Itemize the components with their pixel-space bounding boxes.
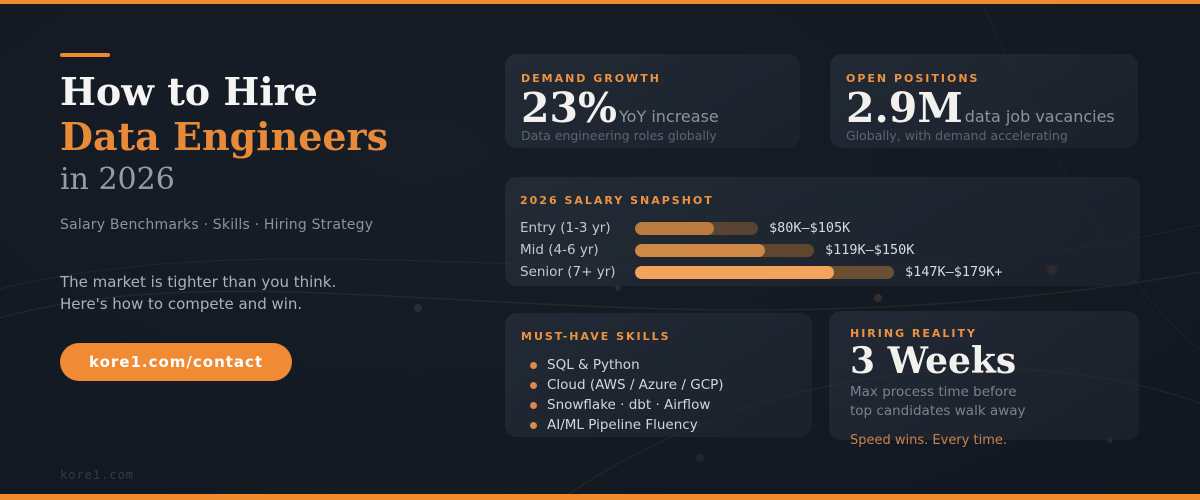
salary-range-value: $147K–$179K+ (905, 264, 1003, 280)
salary-range-value: $80K–$105K (769, 220, 851, 236)
salary-row: Mid (4-6 yr) $119K–$150K (520, 239, 1124, 261)
salary-snapshot-card: 2026 SALARY SNAPSHOT Entry (1-3 yr) $80K–… (505, 177, 1140, 286)
salary-row-label: Senior (7+ yr) (520, 264, 616, 280)
contact-cta-button[interactable]: kore1.com/contact (60, 343, 293, 381)
skills-list: SQL & Python Cloud (AWS / Azure / GCP) Sno… (521, 355, 796, 435)
salary-row-label: Mid (4-6 yr) (520, 242, 599, 258)
hero-pitch: The market is tighter than you think. He… (60, 271, 480, 315)
hero-pitch-line1: The market is tighter than you think. (60, 273, 337, 291)
salary-rows: Entry (1-3 yr) $80K–$105K Mid (4-6 yr) $119… (520, 217, 1124, 283)
salary-range-value: $119K–$150K (825, 242, 915, 258)
salary-snapshot-label: 2026 SALARY SNAPSHOT (520, 194, 714, 207)
bullet-dot-icon (530, 401, 537, 409)
open-positions-caption: Globally, with demand accelerating (846, 128, 1068, 143)
salary-row-label: Entry (1-3 yr) (520, 220, 611, 236)
skill-list-item: AI/ML Pipeline Fluency (521, 415, 796, 435)
hero-subtitle: Salary Benchmarks · Skills · Hiring Stra… (60, 217, 374, 233)
hiring-reality-caption: Max process time before top candidates w… (850, 383, 1119, 421)
hiring-reality-caption-line2: top candidates walk away (850, 403, 1026, 419)
skills-card: MUST-HAVE SKILLS SQL & Python Cloud (AWS … (505, 313, 812, 437)
salary-bar-track (635, 265, 894, 279)
skill-list-item: SQL & Python (521, 355, 796, 375)
bullet-dot-icon (530, 361, 537, 369)
salary-bar-fill (635, 221, 714, 235)
page-title-line3: in 2026 (60, 162, 175, 197)
open-positions-label: OPEN POSITIONS (846, 72, 980, 85)
demand-growth-value-row: 23% YoY increase (521, 86, 784, 130)
page-title-line2: Data Engineers (60, 114, 388, 159)
skill-label: Snowflake · dbt · Airflow (547, 397, 711, 413)
title-accent-line (60, 53, 110, 57)
demand-growth-card: DEMAND GROWTH 23% YoY increase Data engi… (505, 54, 800, 148)
hiring-reality-value: 3 Weeks (850, 340, 1017, 382)
skill-list-item: Cloud (AWS / Azure / GCP) (521, 375, 796, 395)
skill-list-item: Snowflake · dbt · Airflow (521, 395, 796, 415)
hero-section: How to Hire Data Engineers in 2026 Salar… (60, 53, 480, 381)
footer-watermark: kore1.com (60, 468, 135, 482)
demand-growth-value: 23% (521, 84, 618, 132)
salary-bar-fill (635, 265, 834, 279)
skill-label: AI/ML Pipeline Fluency (547, 417, 698, 433)
hiring-reality-label: HIRING REALITY (850, 327, 977, 340)
hiring-reality-card: HIRING REALITY 3 Weeks Max process time … (829, 311, 1139, 448)
open-positions-value: 2.9M (846, 84, 963, 132)
page-title-line1: How to Hire (60, 69, 318, 114)
skill-label: SQL & Python (547, 357, 640, 373)
demand-growth-suffix: YoY increase (619, 107, 719, 126)
skill-label: Cloud (AWS / Azure / GCP) (547, 377, 724, 393)
demand-growth-label: DEMAND GROWTH (521, 72, 661, 85)
demand-growth-caption: Data engineering roles globally (521, 128, 717, 143)
bullet-dot-icon (530, 421, 537, 429)
open-positions-value-row: 2.9M data job vacancies (846, 86, 1122, 130)
salary-bar-track (635, 243, 814, 257)
top-accent-bar (0, 0, 1200, 4)
hiring-reality-note: Speed wins. Every time. (850, 433, 1007, 448)
open-positions-card: OPEN POSITIONS 2.9M data job vacancies G… (830, 54, 1138, 148)
open-positions-suffix: data job vacancies (964, 107, 1115, 126)
salary-row: Entry (1-3 yr) $80K–$105K (520, 217, 1124, 239)
hiring-reality-caption-line1: Max process time before (850, 384, 1017, 400)
bullet-dot-icon (530, 381, 537, 389)
hero-pitch-line2: Here's how to compete and win. (60, 295, 303, 313)
bottom-accent-bar (0, 494, 1200, 500)
salary-bar-track (635, 221, 758, 235)
salary-bar-fill (635, 243, 765, 257)
salary-row: Senior (7+ yr) $147K–$179K+ (520, 261, 1124, 283)
skills-label: MUST-HAVE SKILLS (521, 330, 671, 343)
